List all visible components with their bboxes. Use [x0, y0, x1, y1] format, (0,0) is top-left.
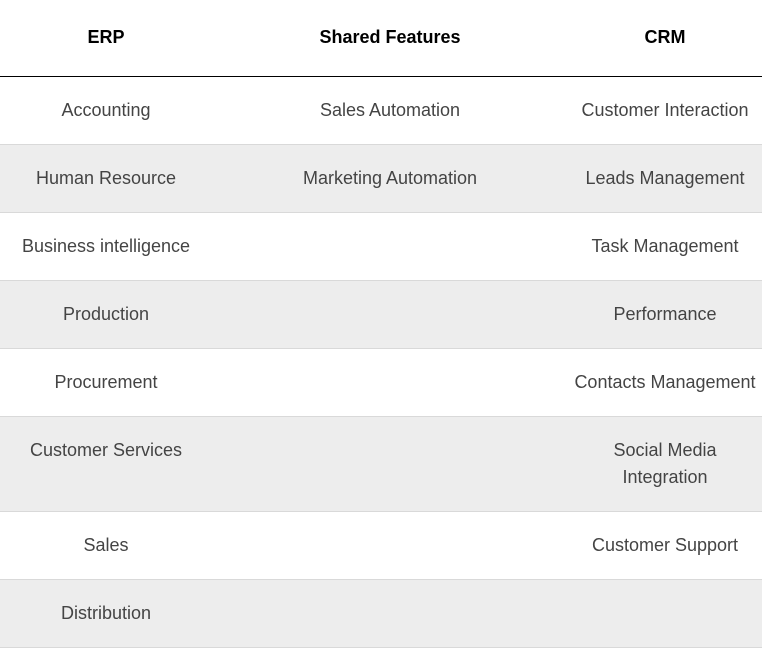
cell-crm: Task Management [568, 212, 762, 281]
table-body: Accounting Sales Automation Customer Int… [0, 76, 762, 648]
cell-crm: Customer Support [568, 511, 762, 580]
cell-shared [212, 280, 568, 349]
table-row: Customer Services Social Media Integrati… [0, 416, 762, 512]
cell-crm: Performance [568, 280, 762, 349]
cell-shared [212, 348, 568, 417]
cell-shared: Marketing Automation [212, 144, 568, 213]
cell-erp: Procurement [0, 348, 212, 417]
table-row: Distribution [0, 579, 762, 648]
table-row: Sales Customer Support [0, 511, 762, 580]
cell-crm: Contacts Management [568, 348, 762, 417]
cell-shared [212, 511, 568, 580]
cell-shared: Sales Automation [212, 76, 568, 145]
cell-erp: Accounting [0, 76, 212, 145]
cell-crm: Customer Interaction [568, 76, 762, 145]
cell-crm: Social Media Integration [568, 416, 762, 512]
table-row: Business intelligence Task Management [0, 212, 762, 281]
header-row: ERP Shared Features CRM [0, 0, 762, 77]
cell-erp: Business intelligence [0, 212, 212, 281]
cell-shared [212, 579, 568, 648]
table-header: ERP Shared Features CRM [0, 0, 762, 77]
table-row: Procurement Contacts Management [0, 348, 762, 417]
cell-crm: Leads Management [568, 144, 762, 213]
cell-erp: Human Resource [0, 144, 212, 213]
table-row: Accounting Sales Automation Customer Int… [0, 76, 762, 145]
table-row: Production Performance [0, 280, 762, 349]
cell-crm [568, 579, 762, 648]
cell-shared [212, 416, 568, 512]
header-crm: CRM [568, 0, 762, 77]
header-erp: ERP [0, 0, 212, 77]
cell-erp: Customer Services [0, 416, 212, 512]
header-shared-features: Shared Features [212, 0, 568, 77]
cell-erp: Production [0, 280, 212, 349]
cell-erp: Sales [0, 511, 212, 580]
cell-erp: Distribution [0, 579, 212, 648]
table-row: Human Resource Marketing Automation Lead… [0, 144, 762, 213]
cell-shared [212, 212, 568, 281]
